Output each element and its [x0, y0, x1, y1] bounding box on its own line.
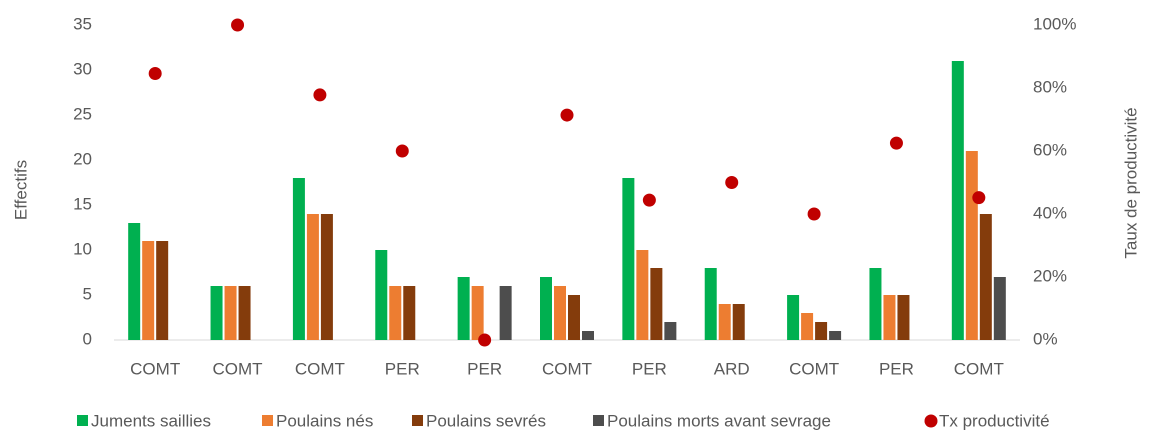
bar — [582, 331, 594, 340]
legend-marker — [77, 415, 88, 426]
y-tick-label: 0 — [83, 329, 92, 348]
bar — [897, 295, 910, 340]
legend-label: Juments saillies — [91, 411, 211, 430]
scatter-point — [807, 207, 821, 221]
y2-tick-label: 20% — [1033, 266, 1067, 285]
scatter-point — [642, 193, 656, 207]
legend-label: Poulains morts avant sevrage — [607, 411, 831, 430]
bar — [403, 286, 416, 340]
y-tick-label: 35 — [73, 14, 92, 33]
scatter-point — [889, 136, 903, 150]
x-tick-label: ARD — [714, 359, 750, 378]
y-tick-label: 30 — [73, 59, 92, 78]
y-tick-label: 25 — [73, 104, 92, 123]
y2-tick-label: 0% — [1033, 329, 1058, 348]
bar — [142, 241, 155, 340]
x-tick-label: COMT — [295, 359, 345, 378]
bar — [128, 223, 141, 340]
scatter-point — [725, 176, 739, 189]
scatter-point — [478, 333, 492, 347]
bar — [292, 178, 305, 340]
y2-tick-label: 80% — [1033, 77, 1067, 96]
x-tick-label: PER — [632, 359, 667, 378]
bar — [732, 304, 745, 340]
x-tick-label: PER — [467, 359, 502, 378]
bar — [389, 286, 402, 340]
legend-label: Tx productivité — [939, 411, 1050, 430]
bar — [554, 286, 566, 340]
bar — [499, 286, 512, 340]
bar — [650, 268, 663, 340]
x-tick-label: COMT — [542, 359, 592, 378]
legend-marker — [262, 415, 273, 426]
x-tick-label: PER — [385, 359, 420, 378]
scatter-point — [313, 88, 327, 102]
y-axis-title: Effectifs — [11, 160, 30, 220]
bar — [829, 331, 842, 340]
bar — [801, 313, 814, 340]
bar — [224, 286, 237, 340]
bar — [471, 286, 484, 340]
bar — [568, 295, 580, 340]
scatter-point — [148, 67, 162, 81]
bar — [787, 295, 800, 340]
x-tick-label: COMT — [213, 359, 263, 378]
legend-label: Poulains nés — [276, 411, 373, 430]
legend-marker — [593, 415, 604, 426]
bar — [320, 214, 333, 340]
scatter-point — [231, 18, 245, 32]
legend-marker — [412, 415, 423, 426]
y-tick-label: 5 — [83, 284, 92, 303]
y2-axis-title: Taux de productivité — [1121, 107, 1140, 258]
scatter-point — [560, 108, 574, 122]
bar — [540, 277, 552, 340]
x-tick-label: PER — [879, 359, 914, 378]
bar — [306, 214, 319, 340]
y2-tick-label: 100% — [1033, 14, 1076, 33]
bar — [238, 286, 251, 340]
legend-marker — [924, 414, 938, 428]
scatter-point — [395, 144, 409, 158]
bar — [210, 286, 223, 340]
bar — [375, 250, 388, 340]
x-tick-label: COMT — [789, 359, 839, 378]
bar — [883, 295, 896, 340]
bar — [636, 250, 649, 340]
y-tick-label: 20 — [73, 149, 92, 168]
bar — [815, 322, 828, 340]
x-tick-label: COMT — [954, 359, 1004, 378]
bar — [979, 214, 992, 340]
x-tick-label: COMT — [130, 359, 180, 378]
bar — [965, 151, 978, 340]
bar — [993, 277, 1006, 340]
y-tick-label: 15 — [73, 194, 92, 213]
y2-tick-label: 60% — [1033, 140, 1067, 159]
bar — [951, 61, 964, 340]
y-tick-label: 10 — [73, 239, 92, 258]
bar — [457, 277, 470, 340]
legend-label: Poulains sevrés — [426, 411, 546, 430]
bar — [718, 304, 731, 340]
bar — [156, 241, 169, 340]
bar — [869, 268, 882, 340]
bar — [664, 322, 677, 340]
scatter-point — [972, 191, 986, 205]
bar — [704, 268, 717, 340]
bar — [622, 178, 635, 340]
y2-tick-label: 40% — [1033, 203, 1067, 222]
